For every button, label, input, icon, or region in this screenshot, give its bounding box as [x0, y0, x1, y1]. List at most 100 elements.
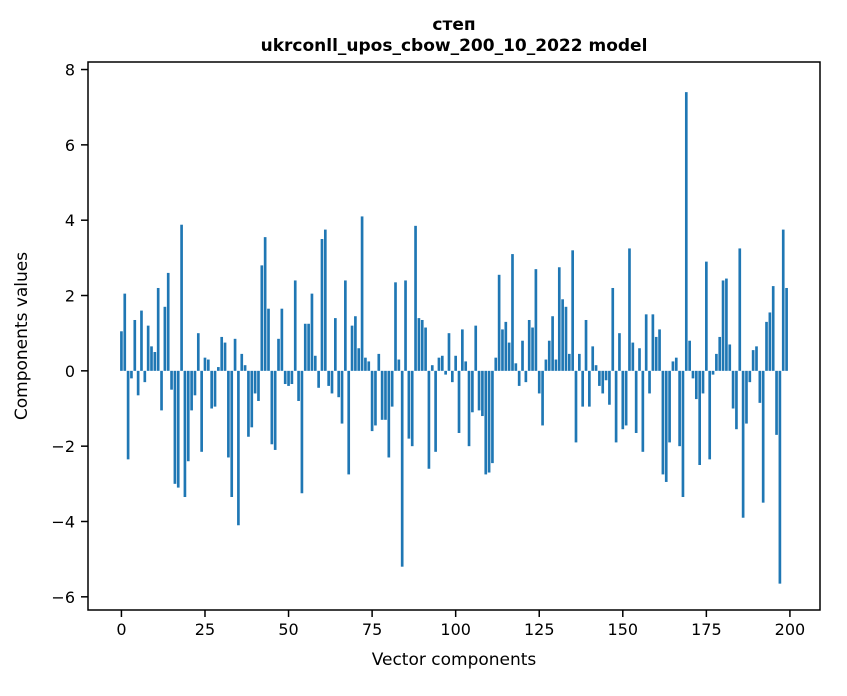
- bar: [440, 355, 444, 371]
- bar: [136, 370, 140, 396]
- bar: [434, 370, 437, 452]
- bar: [658, 329, 661, 371]
- y-axis-label: Components values: [12, 252, 32, 420]
- bar: [537, 370, 541, 394]
- bar: [741, 370, 745, 518]
- bar: [618, 333, 621, 371]
- bar: [591, 346, 595, 371]
- bar: [464, 361, 468, 371]
- bar: [283, 370, 287, 385]
- plot-spines: [87, 61, 821, 611]
- bar: [200, 370, 203, 452]
- bar: [638, 348, 641, 371]
- bar: [247, 370, 250, 437]
- x-tick-label: 175: [691, 620, 722, 639]
- y-tick-label: 0: [65, 362, 75, 381]
- bar: [507, 342, 511, 371]
- bar: [461, 329, 464, 371]
- bar: [664, 370, 668, 482]
- x-tick-label: 75: [362, 620, 382, 639]
- bar: [644, 314, 648, 371]
- bar: [654, 336, 658, 371]
- bar: [313, 355, 317, 371]
- bar: [588, 370, 591, 407]
- bar: [233, 338, 237, 371]
- bar: [354, 316, 357, 371]
- bar: [424, 327, 427, 371]
- bar: [514, 363, 518, 371]
- bar: [237, 370, 240, 526]
- bar: [621, 370, 625, 430]
- bar: [364, 357, 367, 371]
- bar: [240, 353, 244, 371]
- bar: [631, 342, 635, 371]
- bar: [267, 308, 270, 371]
- bars-group: [120, 92, 788, 584]
- bar: [290, 370, 294, 385]
- bar: [374, 370, 377, 426]
- bar: [477, 370, 481, 411]
- bar: [561, 299, 564, 371]
- bar: [691, 370, 695, 379]
- bar: [180, 224, 183, 371]
- bar: [297, 370, 300, 401]
- bar: [484, 370, 488, 475]
- bar: [273, 370, 277, 450]
- bar: [758, 370, 762, 403]
- bar: [317, 370, 320, 388]
- bar: [410, 370, 414, 447]
- bar: [153, 352, 157, 371]
- bar: [183, 370, 187, 498]
- bar: [213, 370, 217, 407]
- bar: [196, 333, 200, 371]
- bar: [711, 370, 715, 375]
- bar: [718, 336, 722, 371]
- bar: [674, 357, 678, 371]
- bar: [120, 331, 123, 371]
- chart-title-line2: ukrconll_upos_cbow_200_10_2022 model: [261, 36, 648, 56]
- bar: [557, 267, 561, 371]
- bar: [604, 370, 608, 381]
- bar: [404, 280, 407, 371]
- bar: [755, 346, 758, 371]
- x-tick-label: 25: [195, 620, 215, 639]
- bar: [260, 265, 264, 371]
- bar: [303, 323, 307, 371]
- bar: [227, 370, 230, 458]
- bar: [173, 370, 177, 484]
- bar: [257, 370, 260, 401]
- bar: [166, 272, 170, 371]
- bar: [337, 370, 341, 398]
- bar: [420, 319, 424, 371]
- bar: [497, 274, 501, 371]
- bar: [384, 370, 387, 420]
- bar: [277, 338, 280, 371]
- bar: [407, 370, 411, 439]
- bar: [745, 370, 748, 424]
- bar: [310, 293, 314, 371]
- bar: [735, 370, 738, 430]
- y-tick-label: 8: [65, 61, 75, 80]
- bar: [123, 293, 127, 371]
- bar: [531, 327, 534, 371]
- bar: [380, 370, 384, 420]
- bar: [320, 239, 324, 371]
- bar: [671, 361, 675, 371]
- bar: [715, 353, 718, 371]
- bar: [447, 333, 451, 371]
- bar: [641, 370, 645, 452]
- bar: [501, 329, 504, 371]
- x-tick-label: 0: [116, 620, 126, 639]
- bar: [143, 370, 147, 383]
- bar: [190, 370, 193, 411]
- bar: [193, 370, 197, 396]
- bar: [146, 325, 150, 371]
- bar: [203, 357, 207, 371]
- bar: [307, 323, 310, 371]
- bar: [771, 286, 775, 371]
- x-tick-label: 50: [278, 620, 298, 639]
- bar: [367, 361, 371, 371]
- bar: [126, 370, 130, 460]
- bar: [397, 359, 401, 371]
- bar: [481, 370, 484, 417]
